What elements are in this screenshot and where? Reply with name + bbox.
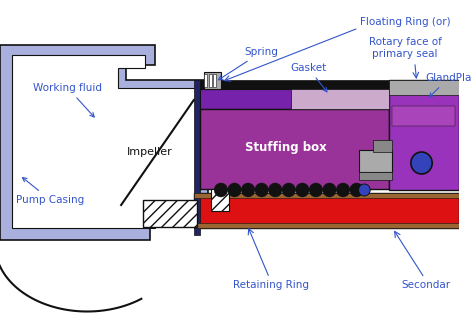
- Bar: [213, 74, 216, 87]
- Bar: [194, 80, 200, 235]
- Bar: [358, 172, 392, 180]
- Bar: [144, 200, 197, 227]
- Circle shape: [296, 183, 309, 197]
- Text: primary seal: primary seal: [372, 49, 438, 59]
- Circle shape: [411, 152, 432, 174]
- Text: Pump Casing: Pump Casing: [16, 178, 84, 205]
- Circle shape: [323, 183, 336, 197]
- Bar: [194, 223, 459, 228]
- Circle shape: [358, 184, 370, 196]
- Polygon shape: [0, 45, 209, 240]
- Text: Impeller: Impeller: [128, 147, 173, 157]
- Circle shape: [350, 183, 364, 197]
- Text: Floating Ring (or): Floating Ring (or): [360, 17, 450, 27]
- Bar: [209, 74, 212, 87]
- Bar: [389, 80, 459, 95]
- Circle shape: [241, 183, 255, 197]
- Bar: [204, 74, 208, 87]
- Bar: [358, 150, 392, 172]
- Circle shape: [336, 183, 350, 197]
- Bar: [194, 193, 459, 198]
- Polygon shape: [12, 55, 199, 228]
- Bar: [389, 80, 459, 190]
- Bar: [291, 89, 389, 109]
- Text: Gasket: Gasket: [290, 63, 327, 92]
- Bar: [200, 80, 459, 89]
- Circle shape: [282, 183, 296, 197]
- Text: Spring: Spring: [219, 47, 279, 80]
- Text: Stuffing box: Stuffing box: [245, 141, 327, 154]
- Text: Secondar: Secondar: [402, 280, 451, 290]
- Bar: [211, 189, 228, 211]
- Circle shape: [255, 183, 268, 197]
- Bar: [373, 140, 392, 152]
- Bar: [392, 106, 456, 126]
- Circle shape: [214, 183, 228, 197]
- Circle shape: [228, 183, 241, 197]
- Bar: [203, 72, 221, 89]
- Text: Retaining Ring: Retaining Ring: [233, 280, 310, 290]
- Bar: [200, 109, 389, 189]
- Text: Working fluid: Working fluid: [33, 83, 102, 117]
- Bar: [200, 89, 389, 109]
- Text: GlandPla: GlandPla: [426, 73, 472, 97]
- Text: Rotary face of: Rotary face of: [369, 37, 441, 47]
- Circle shape: [309, 183, 323, 197]
- Bar: [194, 193, 459, 228]
- Circle shape: [268, 183, 282, 197]
